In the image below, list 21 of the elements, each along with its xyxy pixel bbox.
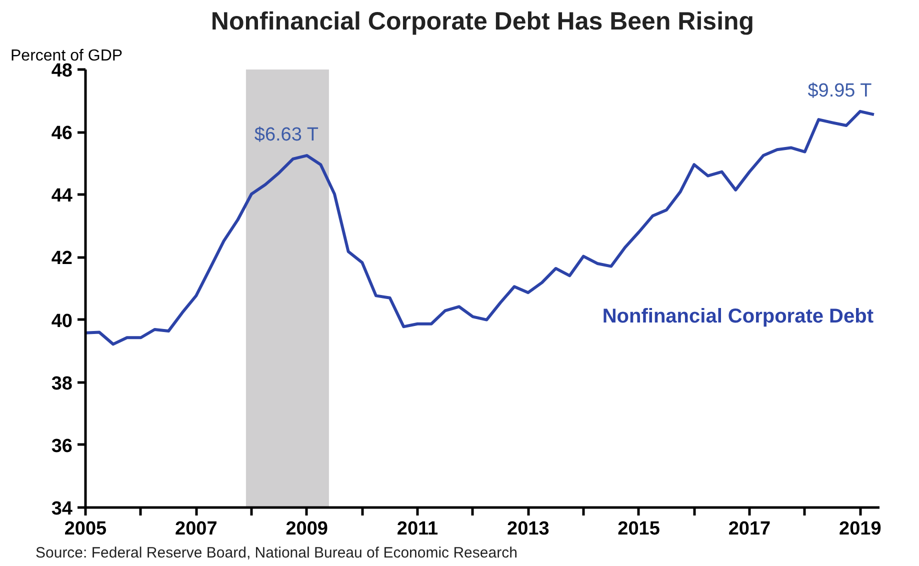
x-tick-label: 2007 [175, 518, 218, 540]
y-tick-label: 46 [51, 123, 73, 144]
annotation: $6.63 T [254, 124, 319, 146]
x-tick-label: 2017 [728, 518, 771, 540]
x-tick-label: 2009 [286, 518, 328, 540]
y-tick-label: 42 [51, 248, 73, 270]
line-series [86, 110, 876, 346]
x-tick-label: 2013 [507, 518, 550, 540]
chart-title: Nonfinancial Corporate Debt Has Been Rising [210, 8, 754, 36]
y-tick-label: 36 [51, 436, 73, 457]
annotation: $9.95 T [808, 80, 872, 102]
y-tick-label: 44 [51, 186, 73, 207]
text: Nonfinancial Corporate Debt [602, 306, 874, 328]
x-tick-label: 2011 [396, 518, 439, 540]
x-tick-label: 2015 [618, 518, 660, 540]
y-tick-label: 40 [51, 310, 73, 332]
y-tick-label: 38 [51, 373, 73, 394]
source-note: Source: Federal Reserve Board, National Bureau of Economic Research [36, 544, 518, 562]
y-tick-label: 34 [51, 498, 73, 520]
x-tick-label: 2005 [64, 518, 108, 540]
x-tick-label: 2019 [839, 518, 882, 540]
